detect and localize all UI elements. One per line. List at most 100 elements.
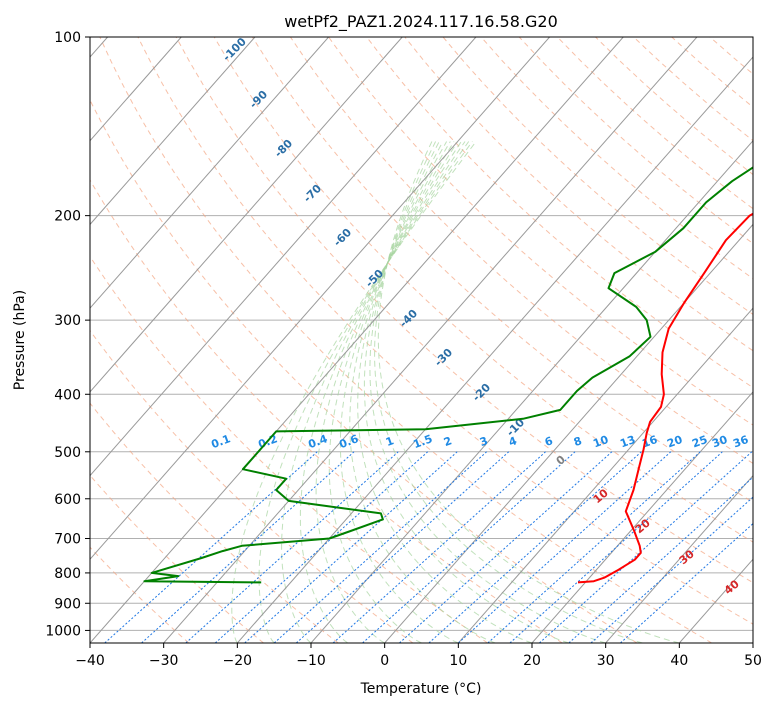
dry-adiabat: [328, 37, 753, 426]
dry-adiabat: [90, 179, 563, 643]
isotherm-label: -70: [301, 182, 324, 205]
isotherm-label: -60: [331, 226, 354, 249]
mixing-ratio-label: 6: [543, 434, 555, 449]
y-axis: 100 200 300 400 500 600 700 800 900 1000: [45, 30, 90, 639]
isotherm-gridline: [678, 558, 753, 643]
dry-adiabat: [289, 37, 753, 464]
y-tick-label: 600: [54, 492, 81, 508]
mixing-ratio-label: 36: [731, 433, 750, 451]
dewpoint-profile: [143, 166, 753, 584]
plot-frame: [89, 36, 754, 644]
x-tick-label: 20: [523, 653, 541, 669]
x-tick-label: −10: [296, 653, 326, 669]
mixing-ratio-line: [457, 451, 672, 643]
x-tick-label: −30: [149, 653, 179, 669]
mixing-ratio-label: 1: [384, 434, 396, 449]
mixing-ratio-line: [399, 451, 613, 643]
y-tick-label: 500: [54, 445, 81, 461]
isotherm-gridline: [457, 307, 753, 643]
isotherm-gridline: [90, 37, 403, 393]
moist-adiabat: [374, 141, 643, 643]
isoline-labels: -100-90-80-70-60-50-40-30-20-100.1 0.2 0.4…: [209, 35, 750, 597]
isotherm-gridline: [752, 642, 753, 643]
x-tick-label: 30: [597, 653, 615, 669]
moist-adiabat: [299, 141, 466, 643]
dry-adiabat: [90, 474, 264, 643]
mixing-ratio-label: 10: [591, 433, 610, 451]
x-axis: −40 −30 −20 −10 0 10 20 30 40 50: [75, 643, 762, 669]
mixing-ratio-label: 30: [710, 433, 729, 451]
moist-adiabat: [328, 141, 459, 643]
y-tick-label: 700: [54, 532, 81, 548]
dry-adiabat: [251, 37, 753, 503]
isotherm-gridline: [90, 37, 182, 142]
y-tick-label: 300: [54, 313, 81, 329]
isotherm-gridline: [384, 223, 753, 643]
mixing-ratio-line: [487, 451, 701, 643]
mixing-ratio-line: [539, 451, 753, 643]
mixing-ratio-label: 20: [665, 433, 684, 451]
moist-adiabat: [315, 141, 462, 643]
y-tick-label: 100: [54, 30, 81, 46]
moist-adiabat-label: 40: [722, 577, 742, 597]
isotherm-label: -30: [432, 346, 455, 369]
moist-adiabat: [349, 141, 496, 643]
dry-adiabat: [90, 402, 339, 643]
mixing-ratio-label: 8: [572, 434, 584, 449]
dry-adiabat: [90, 546, 190, 643]
mixing-ratio-label: 1.5: [411, 432, 434, 451]
y-axis-title: Pressure (hPa): [12, 290, 28, 390]
y-tick-label: 200: [54, 209, 81, 225]
dry-adiabat: [404, 37, 753, 352]
mixing-ratio-label: 3: [478, 434, 490, 449]
mixing-ratio-label: 0.1: [209, 432, 232, 451]
moist-adiabat: [369, 141, 606, 643]
dry-adiabat: [366, 37, 753, 389]
dry-adiabat: [175, 37, 753, 584]
moist-adiabat: [377, 141, 680, 643]
isotherm-gridline: [163, 37, 698, 643]
dry-adiabat: [213, 37, 753, 543]
mixing-ratio-label: 0.4: [306, 432, 329, 451]
mixing-ratio-line: [428, 451, 642, 643]
isotherm-label: -80: [272, 137, 295, 160]
y-tick-label: 400: [54, 387, 81, 403]
isotherm-gridline: [90, 37, 550, 561]
mixing-ratio-line: [620, 522, 753, 643]
mixing-ratio-label: 13: [618, 433, 637, 450]
x-axis-title: Temperature (°C): [360, 681, 482, 697]
x-tick-label: 10: [449, 653, 467, 669]
y-tick-label: 900: [54, 596, 81, 612]
y-tick-label: 800: [54, 566, 81, 582]
moist-adiabat: [281, 141, 470, 643]
x-tick-label: 0: [380, 653, 389, 669]
x-tick-label: 40: [670, 653, 688, 669]
isotherm-gridline: [531, 391, 753, 643]
y-tick-label: 1000: [45, 623, 81, 639]
mixing-ratio-line: [590, 496, 753, 643]
moist-adiabat-label: 30: [677, 547, 697, 567]
dry-adiabat: [633, 37, 753, 142]
dry-adiabat: [90, 255, 488, 643]
isotherm-gridline: [236, 56, 753, 643]
isotherm-gridline: [90, 37, 477, 477]
dry-adiabat: [709, 37, 753, 75]
temperature-profile: [577, 212, 753, 584]
mixing-ratio-label: 25: [690, 433, 709, 450]
moist-adiabat: [363, 141, 569, 643]
chart-title: wetPf2_PAZ1.2024.117.16.58.G20: [284, 12, 558, 32]
isotherm-label: -20: [470, 381, 493, 404]
x-tick-label: −40: [75, 653, 105, 669]
mixing-ratio-label: 4: [507, 434, 519, 449]
isotherm-gridline: [90, 37, 256, 226]
isotherm-label: -40: [397, 307, 420, 330]
profile-lines: [143, 166, 753, 584]
isotherm-gridline: [90, 37, 329, 309]
mixing-ratio-label: 0.6: [337, 432, 360, 451]
dry-adiabat: [99, 37, 712, 643]
isotherm-gridline: [90, 37, 624, 643]
dry-adiabat: [442, 37, 753, 315]
moist-adiabat: [231, 141, 477, 643]
mixing-ratio-line: [332, 451, 546, 643]
